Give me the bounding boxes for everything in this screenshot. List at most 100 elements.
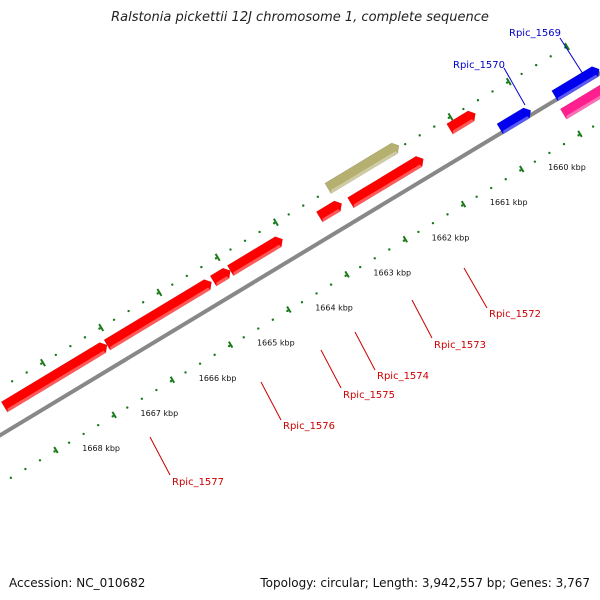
outer-scale-dot [475,195,478,199]
gene-arrow-rpic-1575b-highlight [216,276,230,287]
inner-scale-dot [40,362,43,365]
gene-arrow-rpic-1577-highlight [7,350,106,413]
inner-tick [505,77,512,86]
gene-arrow-rpic-1569-body [559,79,600,120]
outer-scale-dot [504,178,507,181]
gene-label: Rpic_1577 [172,477,224,488]
gene-arrow-rpic-1577 [0,342,108,413]
outer-scale-dot [489,186,493,190]
outer-scale-dot [53,450,56,453]
backbone-line [0,70,600,438]
gene-arrow-rpic-1572-highlight [452,119,475,135]
kbp-tick-label: 1663 kbp [373,268,411,277]
gene-arrow-rpic-1570-highlight [557,74,599,102]
gene-label-leader [320,349,342,389]
inner-scale-dot [520,72,523,76]
gene-arrow-rpic-1574-highlight [322,209,341,223]
inner-scale-dot [141,301,145,304]
gene-arrow-rpic-1575a-body [226,236,283,277]
kbp-tick-label: 1665 kbp [257,339,295,348]
outer-scale-dot [562,142,566,146]
kbp-tick [577,130,583,138]
outer-scale-dot [82,432,85,436]
kbp-tick [519,165,525,173]
inner-scale-dot [156,292,159,295]
topology-text: Topology: circular; Length: 3,942,557 bp… [260,576,590,590]
kbp-tick-label: 1660 kbp [548,163,586,172]
gene-label: Rpic_1573 [434,340,486,351]
gene-label: Rpic_1575 [343,390,395,401]
outer-scale-dot [67,441,71,444]
kbp-tick [286,306,292,314]
gene-arrow-rpic-1570 [551,66,600,102]
outer-scale-dot [358,265,362,269]
gene-arrow-rpic-1576-body [103,279,212,351]
inner-scale-dot [287,213,290,216]
outer-scale-dot [169,380,173,383]
inner-scale-dot [185,274,189,278]
gene-arrow-rpic-1576-highlight [110,287,211,351]
outer-scale-dot [111,415,114,418]
kbp-tick [111,411,117,419]
outer-scale-dot [548,151,551,155]
inner-scale-dot [258,230,261,234]
inner-scale-dot [272,221,276,225]
gene-arrow-rpic-1575a [226,236,283,277]
inner-tick [156,288,163,297]
gene-arrow-rpic-1574-body [315,200,342,223]
inner-scale-dot [25,371,28,374]
gene-arrow-rpic-1572-olive-body [324,142,400,194]
inner-tick [272,218,279,227]
inner-scale-dot [243,239,247,242]
gene-arrow-rpic-1575b [209,267,231,287]
kbp-tick [460,200,467,208]
outer-scale-dot [286,309,289,313]
kbp-tick [227,341,234,349]
inner-scale-dot [447,116,451,120]
gene-arrow-rpic-1570-body [551,66,600,102]
map-title: Ralstonia pickettii 12J chromosome 1, co… [111,10,489,25]
inner-scale-dot [476,99,480,102]
gene-label-leader [559,37,584,75]
gene-arrow-rpic-1572-body [446,110,476,135]
gene-label: Rpic_1572 [489,309,541,320]
inner-scale-dot [491,90,494,93]
kbp-tick-label: 1666 kbp [199,374,237,383]
gene-arrow-rpic-1569 [559,79,600,120]
outer-scale-dot [271,318,275,321]
inner-scale-dot [10,380,14,383]
gene-arrow-rpic-1572 [446,110,476,135]
inner-scale-dot [316,195,320,199]
outer-scale-dot [227,344,231,348]
outer-scale-dot [417,230,420,234]
inner-scale-dot [505,81,509,84]
outer-scale-dot [519,169,522,172]
inner-tick [447,112,454,121]
gene-label: Rpic_1576 [283,421,335,432]
outer-scale-dot [9,476,13,480]
outer-scale-dot [431,221,435,225]
gene-arrow-rpic-1571-body [496,107,532,135]
gene-label-leader [149,436,171,476]
gene-arrow-rpic-1573-body [347,156,424,209]
outer-scale-dot [126,406,129,409]
inner-scale-dot [534,63,538,67]
gene-label-leader [463,267,488,309]
gene-arrow-rpic-1576 [103,279,212,351]
outer-scale-dot [373,257,376,260]
gene-label: Rpic_1574 [377,371,429,382]
inner-tick [98,323,105,332]
kbp-tick-label: 1668 kbp [82,444,120,453]
inner-scale-dot [98,327,101,330]
kbp-tick-label: 1662 kbp [432,233,470,242]
gene-arrow-rpic-1571 [496,107,532,135]
outer-scale-dot [315,292,318,295]
outer-scale-dot [242,336,245,339]
gene-label-leader [354,331,376,371]
outer-scale-dot [140,397,144,400]
outer-scale-dot [344,274,347,278]
outer-scale-dot [155,388,158,392]
gene-label: Rpic_1570 [453,60,505,71]
gene-arrow-rpic-1577-body [0,342,108,413]
inner-scale-dot [69,344,72,348]
